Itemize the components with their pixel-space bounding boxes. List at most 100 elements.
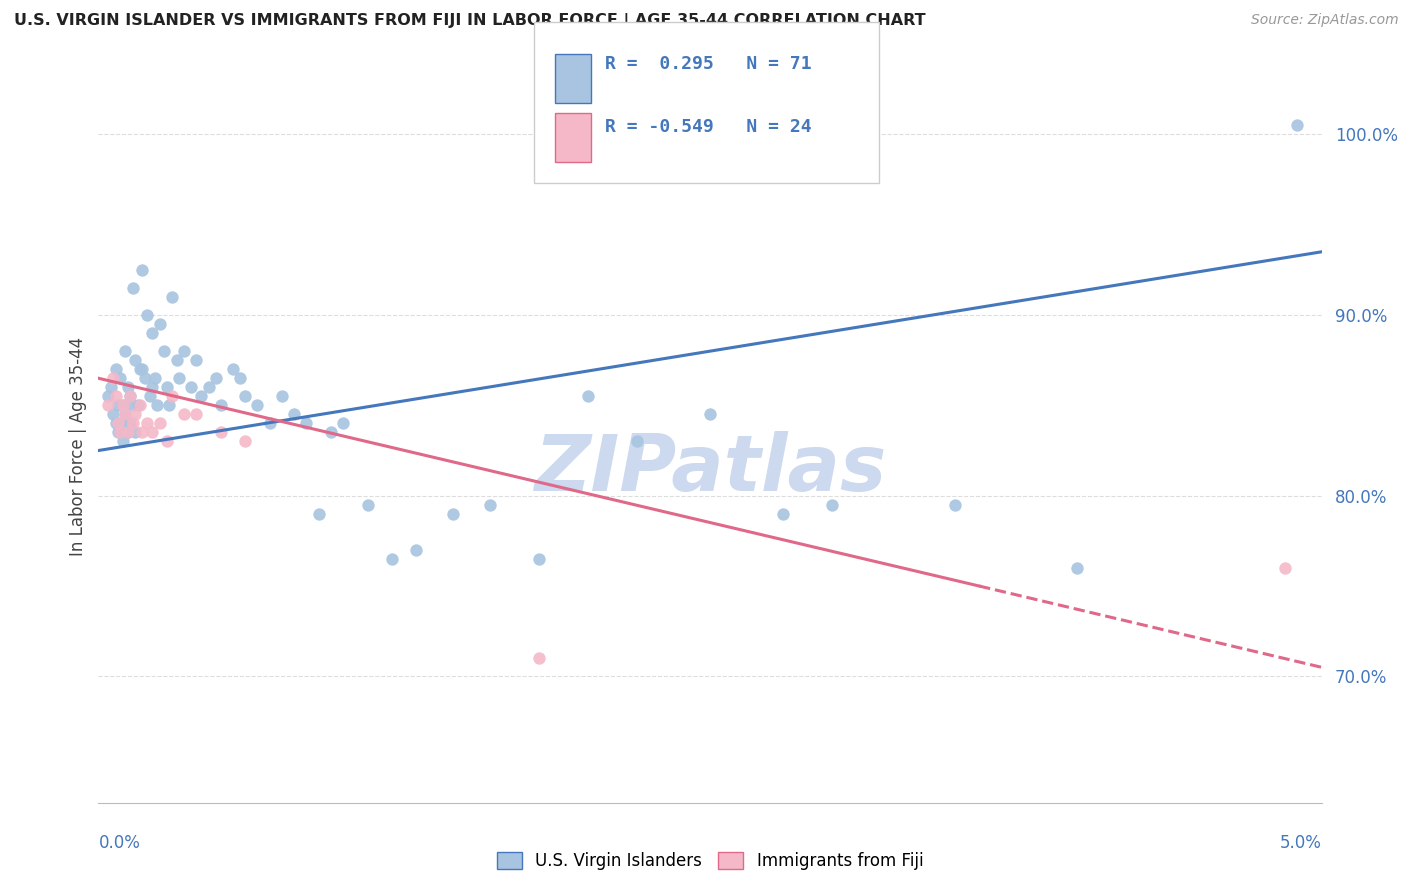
Point <box>107 425 129 440</box>
Point <box>124 353 146 368</box>
Text: ZIPatlas: ZIPatlas <box>534 431 886 507</box>
Point <box>131 263 153 277</box>
Point <box>120 417 142 431</box>
Point <box>107 398 129 412</box>
Text: U.S. VIRGIN ISLANDER VS IMMIGRANTS FROM FIJI IN LABOR FORCE | AGE 35-44 CORRELAT: U.S. VIRGIN ISLANDER VS IMMIGRANTS FROM … <box>14 13 925 29</box>
Point <box>117 425 139 440</box>
Point <box>821 498 844 512</box>
Point <box>143 371 166 385</box>
Point <box>186 353 208 368</box>
Point <box>157 398 180 412</box>
Point <box>233 389 256 403</box>
Point <box>441 507 464 521</box>
Point <box>295 417 318 431</box>
Point <box>129 362 152 376</box>
Point <box>381 552 404 566</box>
Point <box>197 380 219 394</box>
Point <box>117 380 139 394</box>
Point <box>100 380 122 394</box>
Point <box>139 389 162 403</box>
Point <box>129 398 152 412</box>
Point <box>319 425 342 440</box>
Point <box>114 408 136 422</box>
Point <box>101 408 124 422</box>
Point <box>209 398 232 412</box>
Point <box>141 380 163 394</box>
Point <box>259 417 281 431</box>
Point <box>186 408 208 422</box>
Point <box>405 542 427 557</box>
Point <box>209 425 232 440</box>
Point <box>131 362 153 376</box>
Point <box>110 371 132 385</box>
Point <box>190 389 212 403</box>
Point <box>136 308 159 322</box>
Point <box>104 389 127 403</box>
Point <box>114 408 136 422</box>
Point <box>141 326 163 340</box>
Point <box>110 425 132 440</box>
Point <box>233 434 256 449</box>
Point <box>127 398 149 412</box>
Point <box>111 398 134 412</box>
Point <box>124 408 146 422</box>
Point <box>114 344 136 359</box>
Point <box>576 389 599 403</box>
Legend: U.S. Virgin Islanders, Immigrants from Fiji: U.S. Virgin Islanders, Immigrants from F… <box>489 845 931 877</box>
Point <box>149 317 172 331</box>
Point <box>97 389 120 403</box>
Point <box>121 281 143 295</box>
Point <box>229 371 252 385</box>
Point <box>110 417 132 431</box>
Point <box>246 398 269 412</box>
Point <box>111 398 134 412</box>
Point <box>97 398 120 412</box>
Point <box>222 362 245 376</box>
Point <box>156 380 179 394</box>
Text: R =  0.295   N = 71: R = 0.295 N = 71 <box>605 55 811 73</box>
Point <box>1274 561 1296 575</box>
Y-axis label: In Labor Force | Age 35-44: In Labor Force | Age 35-44 <box>69 336 87 556</box>
Point <box>160 389 183 403</box>
Point <box>121 417 143 431</box>
Point <box>180 380 202 394</box>
Point <box>356 498 378 512</box>
Point <box>120 389 142 403</box>
Point <box>104 362 127 376</box>
Text: 5.0%: 5.0% <box>1279 834 1322 852</box>
Point <box>136 417 159 431</box>
Point <box>626 434 648 449</box>
Point <box>117 425 139 440</box>
Point <box>156 434 179 449</box>
Point <box>173 408 195 422</box>
Point <box>167 371 190 385</box>
Point <box>107 417 129 431</box>
Point <box>1066 561 1088 575</box>
Point <box>1286 119 1309 133</box>
Point <box>772 507 794 521</box>
Point <box>270 389 294 403</box>
Point <box>160 290 183 304</box>
Point <box>205 371 228 385</box>
Point <box>478 498 501 512</box>
Point <box>308 507 330 521</box>
Point <box>111 434 134 449</box>
Point <box>131 425 153 440</box>
Point <box>121 398 143 412</box>
Point <box>166 353 188 368</box>
Point <box>332 417 354 431</box>
Point <box>527 651 550 665</box>
Point <box>283 408 305 422</box>
Point <box>149 417 172 431</box>
Point <box>120 389 142 403</box>
Point <box>146 398 169 412</box>
Point <box>153 344 176 359</box>
Point <box>173 344 195 359</box>
Point <box>943 498 966 512</box>
Text: Source: ZipAtlas.com: Source: ZipAtlas.com <box>1251 13 1399 28</box>
Point <box>699 408 721 422</box>
Point <box>134 371 156 385</box>
Point <box>101 371 124 385</box>
Text: R = -0.549   N = 24: R = -0.549 N = 24 <box>605 118 811 136</box>
Point <box>141 425 163 440</box>
